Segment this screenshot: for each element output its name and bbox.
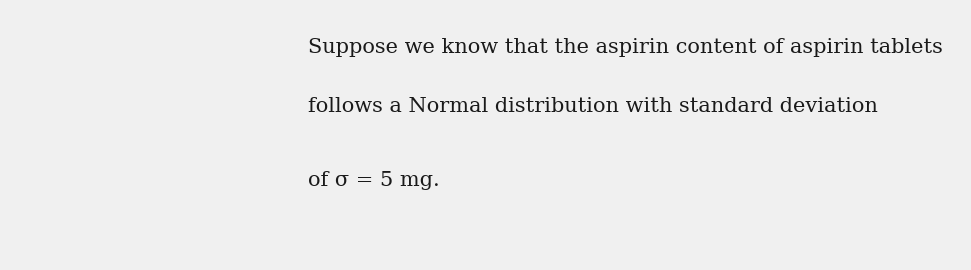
Text: follows a Normal distribution with standard deviation: follows a Normal distribution with stand…	[308, 97, 878, 116]
Text: Suppose we know that the aspirin content of aspirin tablets: Suppose we know that the aspirin content…	[308, 38, 943, 57]
Text: of σ = 5 mg.: of σ = 5 mg.	[308, 171, 440, 190]
